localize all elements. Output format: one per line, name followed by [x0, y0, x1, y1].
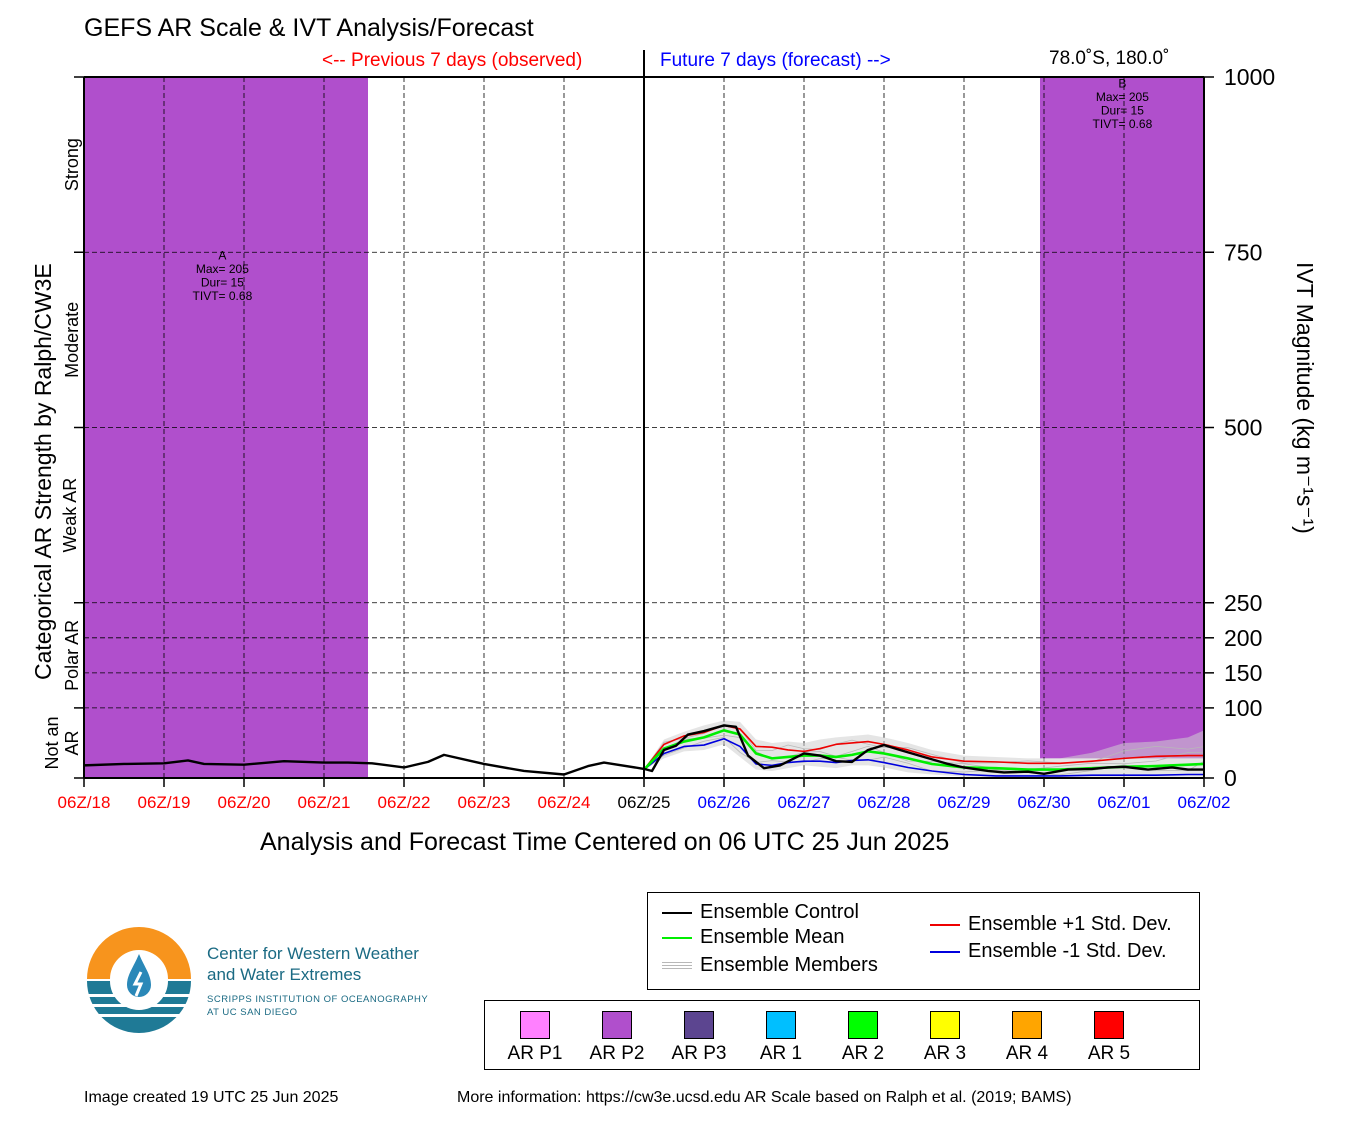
x-tick-label: 06Z/24: [538, 793, 591, 812]
series-legend: Ensemble Control Ensemble Mean Ensemble …: [647, 892, 1200, 990]
ar-category-label: AR P2: [589, 1043, 645, 1064]
org-name-line2: and Water Extremes: [207, 965, 362, 984]
ar-category-label: AR 5: [1087, 1043, 1131, 1064]
x-tick-label: 06Z/02: [1178, 793, 1231, 812]
y-tick-label: 1000: [1224, 64, 1275, 90]
legend-mean-label: Ensemble Mean: [700, 926, 845, 948]
legend-minus-std: Ensemble -1 Std. Dev.: [930, 940, 1167, 963]
legend-control-label: Ensemble Control: [700, 901, 859, 923]
ar-event-A-annotation: A: [218, 248, 226, 262]
x-axis-title: Analysis and Forecast Time Centered on 0…: [260, 828, 950, 856]
category-label: Polar AR: [62, 620, 82, 691]
ar-category-item: AR 2: [828, 1011, 898, 1065]
ensemble-control-line: [83, 724, 1204, 776]
ar-category-item: AR 1: [746, 1011, 816, 1065]
x-tick-label: 06Z/19: [138, 793, 191, 812]
legend-plus-std-swatch: [930, 923, 960, 926]
y-tick-label: 750: [1224, 239, 1262, 265]
x-tick-label: 06Z/21: [298, 793, 351, 812]
cw3e-logo-icon: [87, 927, 191, 1033]
legend-plus-std: Ensemble +1 Std. Dev.: [930, 913, 1172, 936]
legend-mean-swatch: [662, 936, 692, 939]
ar-category-label: AR P3: [671, 1043, 727, 1064]
x-tick-label: 06Z/23: [458, 793, 511, 812]
ar-category-swatch: [766, 1011, 796, 1039]
ar-category-item: AR 4: [992, 1011, 1062, 1065]
ar-category-item: AR 3: [910, 1011, 980, 1065]
legend-minus-std-label: Ensemble -1 Std. Dev.: [968, 940, 1167, 962]
ar-category-label: AR 2: [841, 1043, 885, 1064]
legend-control-swatch: [662, 911, 692, 914]
ar-category-label: AR 4: [1005, 1043, 1049, 1064]
ar-category-swatch: [930, 1011, 960, 1039]
category-label: AR: [62, 730, 82, 755]
ar-category-label: AR 3: [923, 1043, 967, 1064]
x-tick-label: 06Z/25: [618, 793, 671, 812]
ar-event-A-annotation: Max= 205: [196, 262, 249, 276]
y-tick-label: 200: [1224, 625, 1262, 651]
future-days-label: Future 7 days (forecast) -->: [660, 50, 891, 71]
ar-category-swatch: [684, 1011, 714, 1039]
ar-category-swatch: [520, 1011, 550, 1039]
category-label: Not an: [42, 716, 62, 769]
ar-category-label: AR P1: [507, 1043, 563, 1064]
ar-event-B-annotation: Max= 205: [1096, 90, 1149, 104]
x-tick-label: 06Z/01: [1098, 793, 1151, 812]
ar-category-item: AR 5: [1074, 1011, 1144, 1065]
minus-std-line: [643, 737, 1204, 777]
ar-event-B-shading: [1040, 77, 1204, 759]
ensemble-member-line: [643, 734, 1205, 771]
y-tick-label: 500: [1224, 415, 1262, 441]
x-tick-label: 06Z/26: [698, 793, 751, 812]
org-name: Center for Western Weather and Water Ext…: [207, 943, 419, 985]
legend-minus-std-swatch: [930, 950, 960, 953]
ar-category-item: AR P3: [664, 1011, 734, 1065]
ar-event-A-annotation: TIVT= 0.68: [193, 289, 253, 303]
ar-category-swatch: [602, 1011, 632, 1039]
org-sub-line1: SCRIPPS INSTITUTION OF OCEANOGRAPHY: [207, 994, 429, 1005]
org-sub-line2: AT UC SAN DIEGO: [207, 1007, 298, 1018]
ar-event-B-annotation: B: [1118, 77, 1126, 91]
ar-event-B-annotation: TIVT= 0.68: [1093, 117, 1153, 131]
y-tick-label: 100: [1224, 695, 1262, 721]
legend-control: Ensemble Control: [662, 901, 859, 924]
right-axis-title: IVT Magnitude (kg m⁻¹s⁻¹): [1292, 262, 1318, 534]
legend-mean: Ensemble Mean: [662, 926, 845, 949]
y-tick-label: 150: [1224, 660, 1262, 686]
y-tick-label: 250: [1224, 590, 1262, 616]
x-tick-label: 06Z/27: [778, 793, 831, 812]
location-label: 78.0˚S, 180.0˚: [1049, 48, 1170, 69]
ar-category-swatch: [1094, 1011, 1124, 1039]
legend-members: Ensemble Members: [662, 954, 878, 977]
y-tick-label: 0: [1224, 765, 1237, 791]
chart-svg: 06Z/18 06Z/19 06Z/20 06Z/21 06Z/22 06Z/23 06Z/…: [42, 50, 1275, 812]
category-label: Moderate: [62, 302, 82, 378]
legend-plus-std-label: Ensemble +1 Std. Dev.: [968, 913, 1172, 935]
ar-event-A-annotation: Dur= 15: [201, 275, 244, 289]
legend-members-swatch: [662, 960, 692, 971]
org-subtitle: SCRIPPS INSTITUTION OF OCEANOGRAPHY AT U…: [207, 993, 428, 1019]
ar-category-item: AR P2: [582, 1011, 652, 1065]
legend-members-label: Ensemble Members: [700, 954, 878, 976]
chart-title: GEFS AR Scale & IVT Analysis/Forecast: [84, 14, 534, 42]
x-tick-label: 06Z/18: [58, 793, 111, 812]
x-tick-label: 06Z/20: [218, 793, 271, 812]
x-tick-label: 06Z/28: [858, 793, 911, 812]
org-name-line1: Center for Western Weather: [207, 944, 419, 963]
ar-category-label: AR 1: [759, 1043, 803, 1064]
ar-event-B-annotation: Dur= 15: [1101, 104, 1144, 118]
x-tick-label: 06Z/22: [378, 793, 431, 812]
more-info-text: More information: https://cw3e.ucsd.edu …: [457, 1089, 1072, 1106]
ar-category-legend: AR P1 AR P2 AR P3 AR 1 AR 2 AR 3 AR 4 AR 5: [484, 1000, 1200, 1070]
ar-category-swatch: [848, 1011, 878, 1039]
x-tick-label: 06Z/29: [938, 793, 991, 812]
category-label: Strong: [62, 138, 82, 191]
x-tick-label: 06Z/30: [1018, 793, 1071, 812]
category-label: Weak AR: [60, 478, 80, 553]
ar-category-item: AR P1: [500, 1011, 570, 1065]
ar-category-swatch: [1012, 1011, 1042, 1039]
left-axis-title: Categorical AR Strength by Ralph/CW3E: [30, 263, 56, 680]
previous-days-label: <-- Previous 7 days (observed): [322, 50, 583, 71]
created-timestamp: Image created 19 UTC 25 Jun 2025: [84, 1089, 339, 1106]
